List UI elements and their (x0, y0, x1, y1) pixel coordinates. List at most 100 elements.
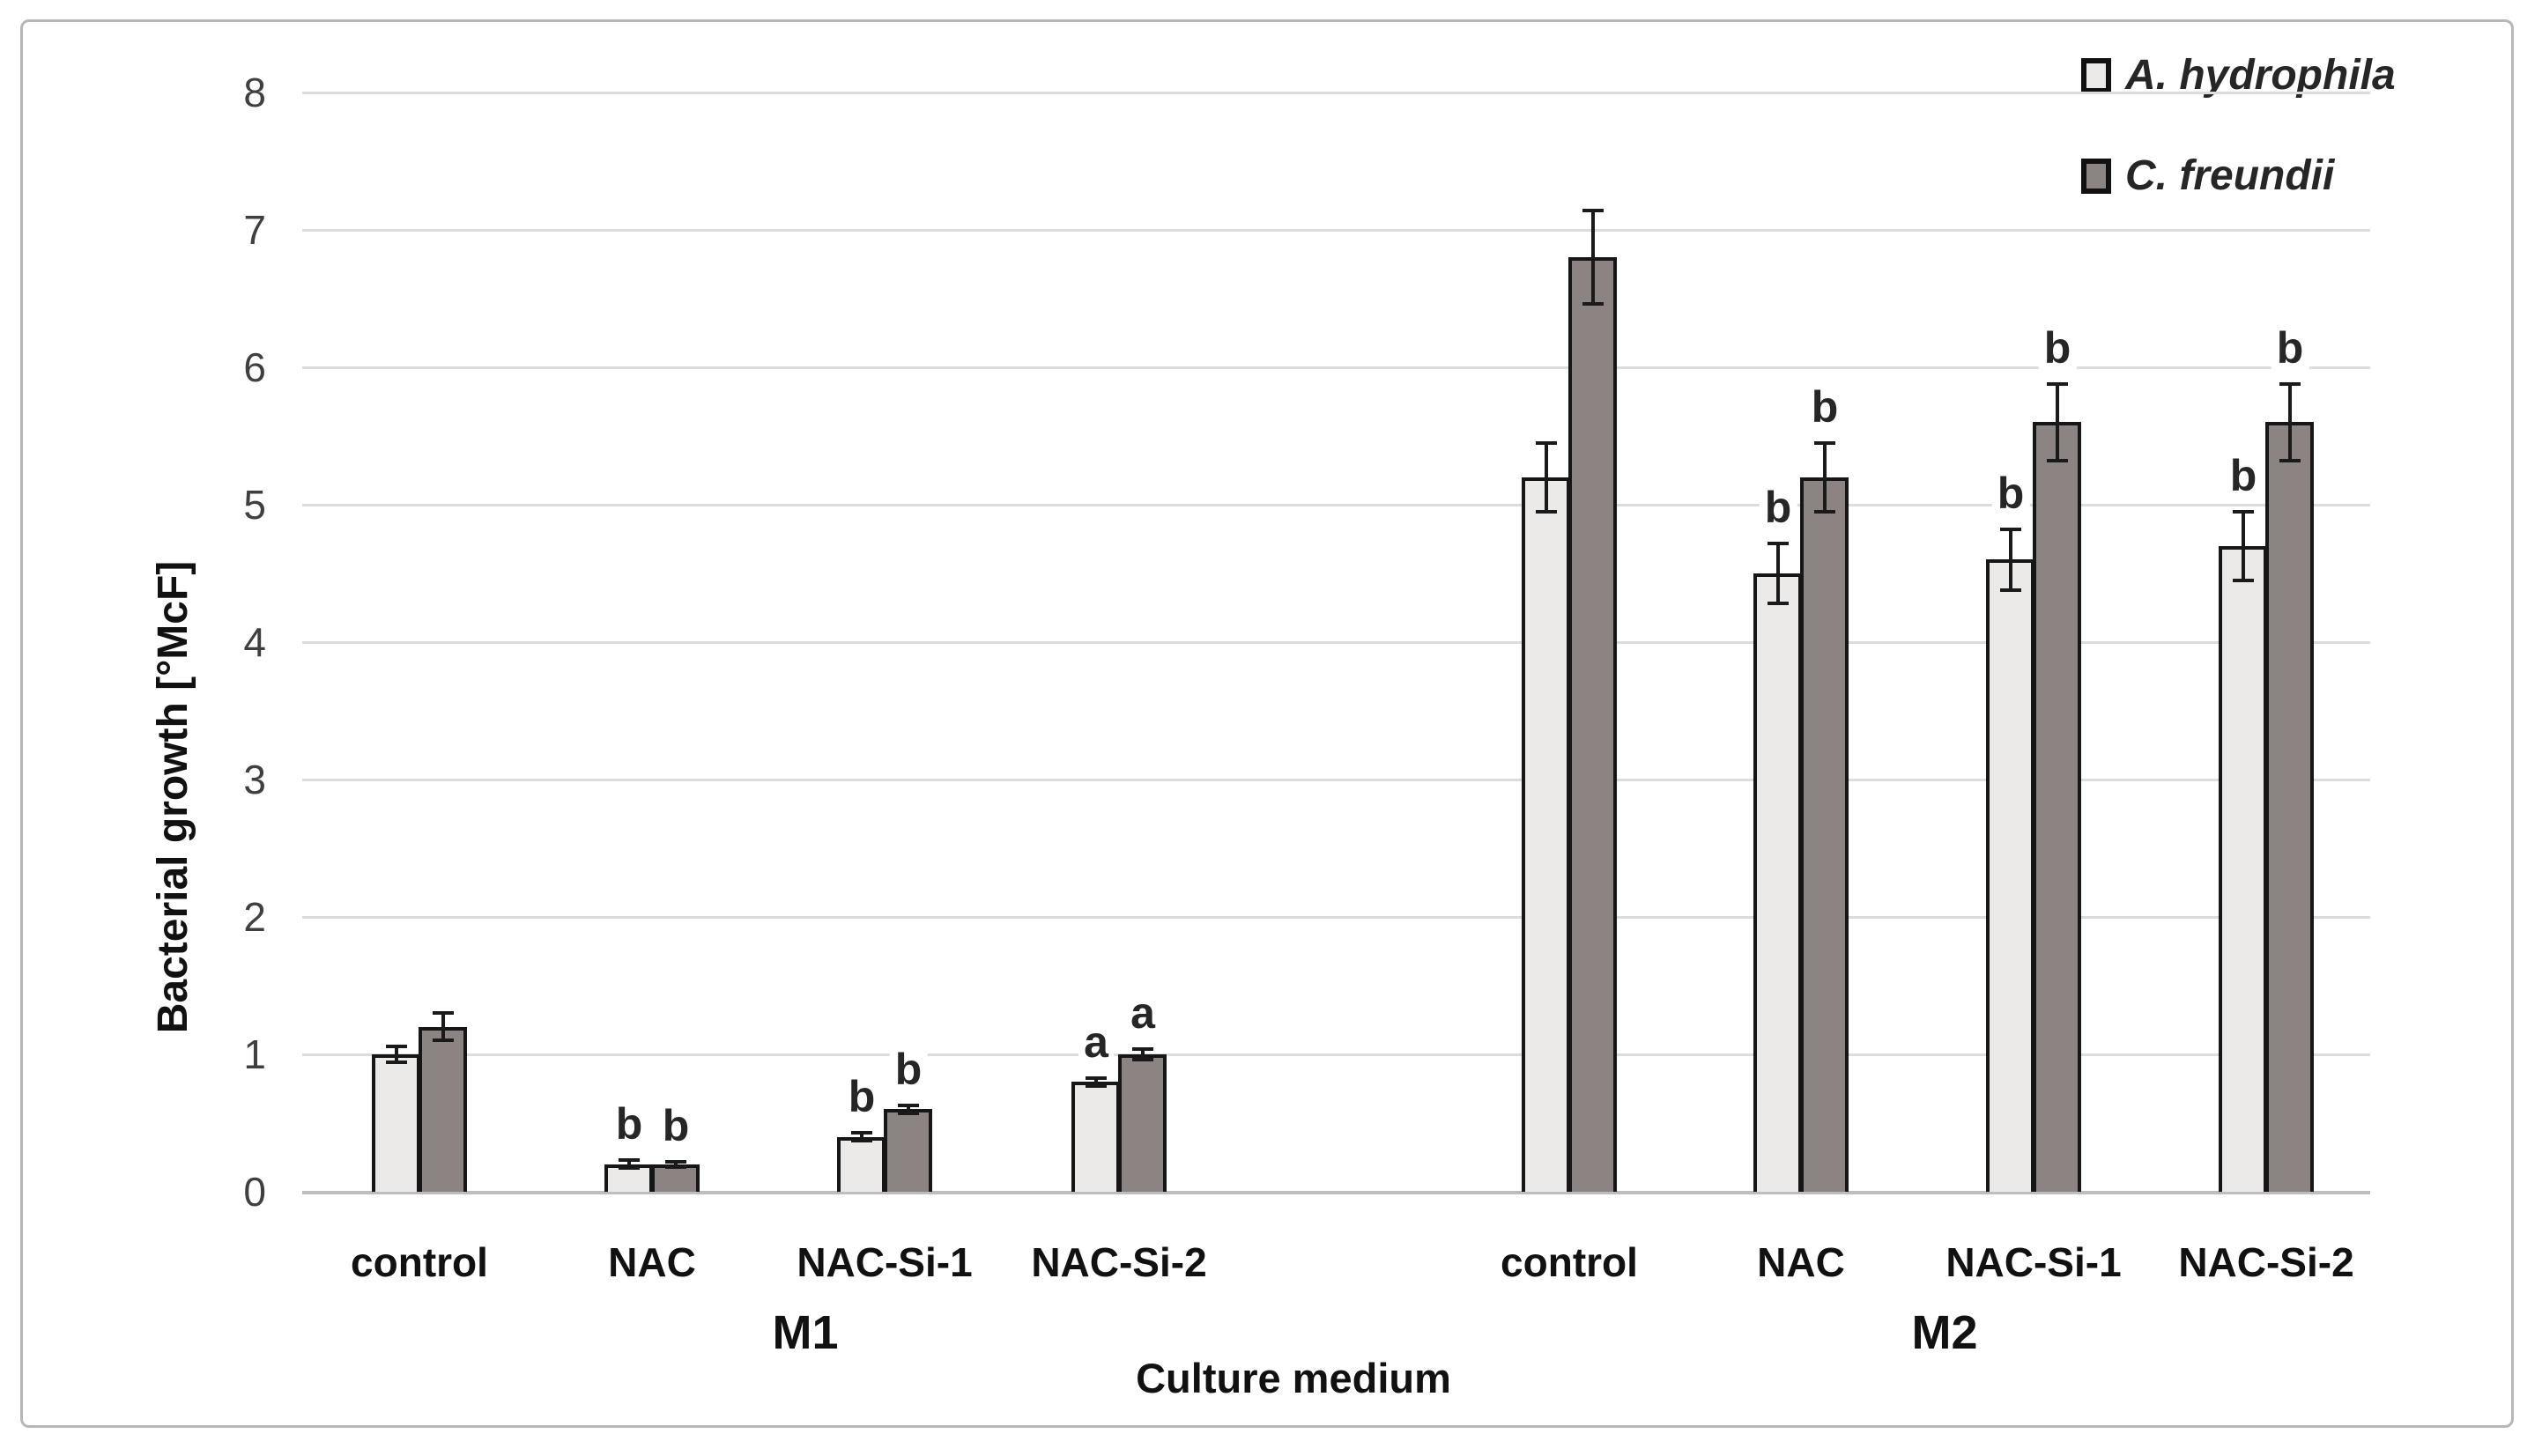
error-bar-cap (2233, 578, 2254, 582)
bar-a-hydrophila (1753, 573, 1802, 1192)
error-bar (1776, 543, 1780, 604)
error-bar-cap (2000, 588, 2021, 592)
bar-a-hydrophila (2219, 545, 2267, 1192)
error-bar-cap (1582, 209, 1604, 213)
y-tick-label: 4 (243, 619, 266, 665)
category-label: NAC-Si-2 (2178, 1239, 2354, 1285)
error-bar-cap (1536, 509, 1557, 514)
y-tick-label: 7 (243, 207, 266, 253)
error-bar (674, 1161, 678, 1167)
error-bar (395, 1046, 398, 1063)
error-bar-cap (1132, 1058, 1153, 1062)
gridline (302, 366, 2370, 369)
error-bar-cap (898, 1112, 919, 1116)
bar-c-freundii (1118, 1054, 1167, 1192)
error-bar (441, 1013, 445, 1041)
error-bar-cap (2279, 381, 2301, 386)
significance-letter: a (1125, 988, 1160, 1037)
gridline (302, 504, 2370, 506)
error-bar (1545, 442, 1548, 512)
error-bar-cap (1132, 1046, 1153, 1051)
error-bar-cap (1086, 1083, 1107, 1088)
gridline (302, 779, 2370, 781)
error-bar-cap (1086, 1075, 1107, 1080)
error-bar-cap (1536, 440, 1557, 445)
bar-c-freundii (1800, 477, 1849, 1192)
gridline (302, 229, 2370, 232)
category-label: NAC (608, 1239, 696, 1285)
error-bar (2288, 383, 2292, 462)
error-bar-cap (433, 1038, 454, 1043)
error-bar (2009, 529, 2012, 590)
error-bar-cap (665, 1159, 686, 1164)
error-bar-cap (2000, 528, 2021, 532)
error-bar-cap (851, 1139, 872, 1143)
error-bar-cap (2047, 381, 2068, 386)
error-bar (1591, 211, 1595, 305)
significance-letter: b (842, 1072, 881, 1120)
error-bar-cap (386, 1061, 407, 1065)
y-tick-label: 1 (243, 1031, 266, 1077)
legend-label: A. hydrophila (2125, 52, 2396, 99)
error-bar-cap (898, 1103, 919, 1107)
y-tick-label: 8 (243, 70, 266, 115)
error-bar-cap (386, 1044, 407, 1048)
legend-swatch-light-icon (2081, 58, 2111, 93)
error-bar-cap (2279, 459, 2301, 463)
category-label: NAC (1757, 1239, 1845, 1285)
error-bar-cap (1768, 541, 1789, 545)
error-bar-cap (2233, 509, 2254, 514)
bar-c-freundii (2033, 422, 2081, 1192)
category-label: NAC-Si-1 (797, 1239, 973, 1285)
y-tick-label: 0 (243, 1169, 266, 1215)
error-bar-cap (1814, 509, 1835, 514)
bar-a-hydrophila (837, 1136, 886, 1192)
bar-c-freundii (1568, 257, 1617, 1192)
significance-letter: b (1759, 483, 1797, 531)
legend: A. hydrophila C. freundii (2081, 55, 2396, 255)
error-bar (2056, 383, 2059, 462)
y-tick-label: 6 (243, 344, 266, 390)
significance-letter: b (2224, 451, 2263, 499)
error-bar-cap (2047, 459, 2068, 463)
bar-c-freundii (2265, 422, 2314, 1192)
significance-letter: b (610, 1100, 648, 1149)
significance-letter: b (656, 1101, 695, 1149)
significance-letter: b (2271, 323, 2309, 372)
y-tick-label: 2 (243, 894, 266, 940)
error-bar (907, 1105, 910, 1114)
category-label: control (351, 1239, 488, 1285)
error-bar-cap (1582, 302, 1604, 307)
x-axis-line (302, 1191, 2370, 1194)
bar-a-hydrophila (1522, 477, 1570, 1192)
y-tick-label: 3 (243, 757, 266, 802)
significance-letter: b (1805, 382, 1844, 431)
error-bar (860, 1132, 863, 1142)
bar-c-freundii (419, 1026, 467, 1192)
group-label: M1 (772, 1306, 839, 1359)
legend-swatch-dark-icon (2081, 159, 2111, 194)
bar-a-hydrophila (372, 1054, 420, 1192)
group-label: M2 (1911, 1306, 1978, 1359)
gridline (302, 916, 2370, 919)
error-bar-cap (619, 1158, 640, 1163)
legend-item-a-hydrophila: A. hydrophila (2081, 55, 2396, 97)
gridline (302, 1053, 2370, 1056)
category-label: NAC-Si-2 (1031, 1239, 1207, 1285)
y-tick-label: 5 (243, 482, 266, 528)
significance-letter: b (1991, 469, 2030, 518)
error-bar-cap (851, 1130, 872, 1134)
error-bar (1141, 1048, 1145, 1061)
error-bar (1094, 1077, 1098, 1086)
error-bar (1823, 442, 1827, 512)
error-bar-cap (619, 1166, 640, 1171)
error-bar-cap (1768, 602, 1789, 606)
legend-label: C. freundii (2125, 152, 2335, 199)
significance-letter: a (1078, 1017, 1114, 1066)
bar-a-hydrophila (1071, 1082, 1120, 1192)
gridline (302, 92, 2370, 94)
significance-letter: b (889, 1045, 928, 1093)
error-bar-cap (433, 1011, 454, 1016)
error-bar (627, 1160, 631, 1169)
